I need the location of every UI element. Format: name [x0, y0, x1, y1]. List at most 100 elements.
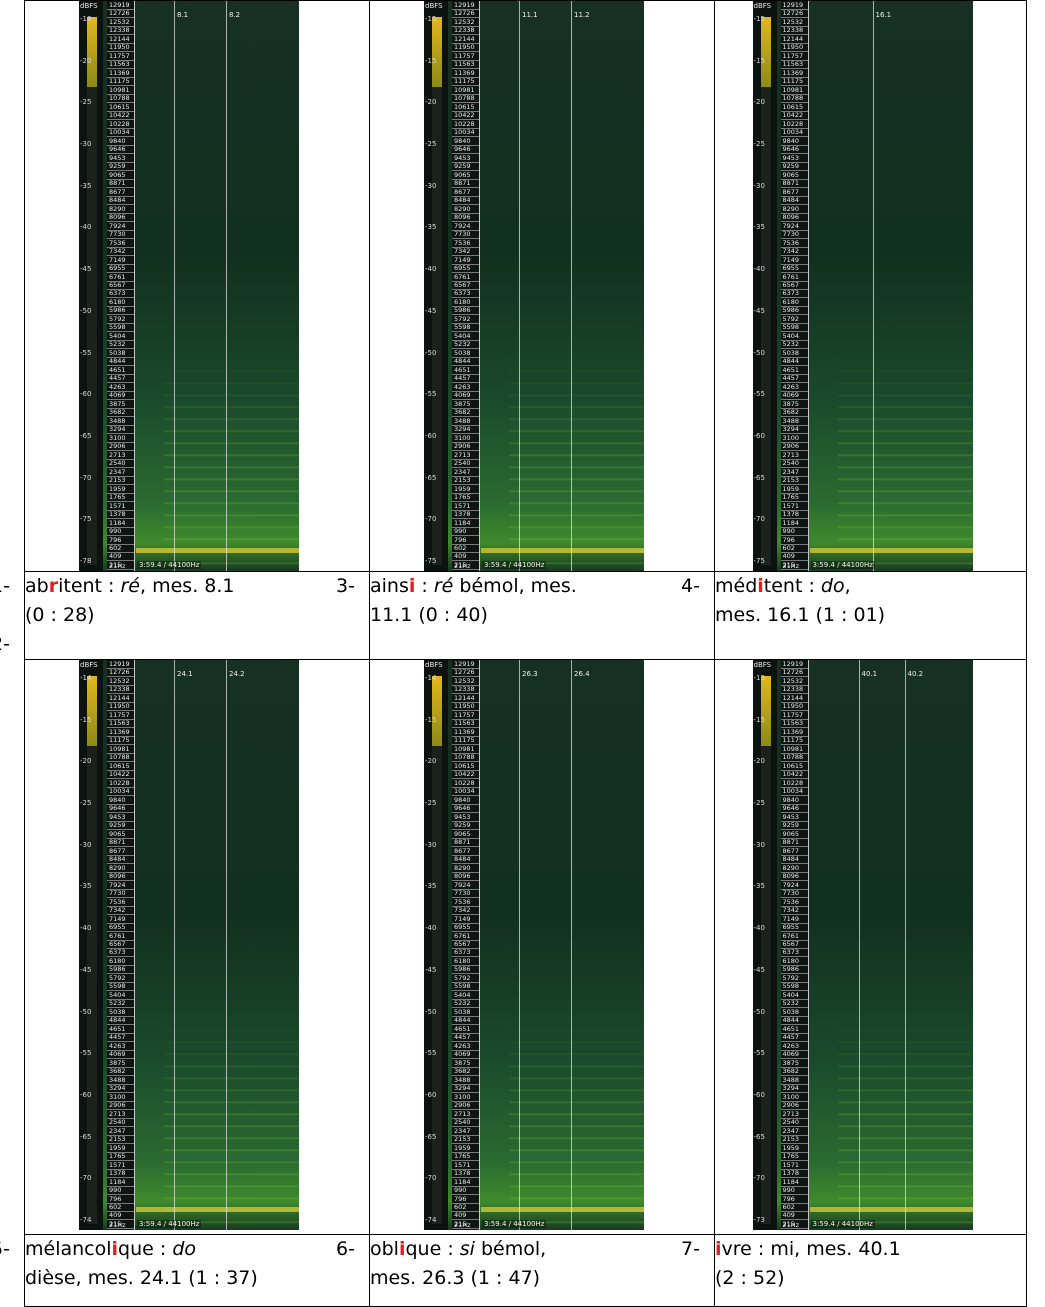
frequency-tick-label: 9453 [780, 154, 808, 163]
caption-line: 1- abritent : ré, mes. 8.1 [0, 572, 369, 601]
db-tick-label: -25 [425, 140, 437, 149]
frequency-tick-label: 3488 [780, 417, 808, 426]
frequency-tick-label: 2906 [107, 443, 134, 452]
frequency-tick-label: 1765 [780, 494, 808, 503]
db-tick-label: -35 [425, 882, 437, 891]
low-frequency-band [136, 548, 299, 553]
level-meter-track [432, 676, 442, 1224]
db-tick-label: -45 [753, 306, 765, 315]
frequency-tick-label: 11757 [780, 52, 808, 61]
spectrogram-image: dBFS -14 -15 -20 -25 -30 -35 -40 -45 -50 -55 -60 -65… [79, 660, 299, 1230]
frequency-tick-label: 5986 [780, 307, 808, 316]
frequency-tick-label: 4263 [780, 1042, 808, 1051]
highlighted-vowel: r [48, 575, 59, 597]
frequency-tick-label: 3488 [452, 1076, 479, 1085]
frequency-tick-label: 6955 [107, 924, 134, 933]
frequency-tick-label: 7342 [452, 907, 479, 916]
measure-marker-line [571, 660, 572, 1230]
dbfs-label: dBFS [753, 2, 772, 10]
frequency-tick-label: 8677 [780, 188, 808, 197]
caption-text: , [844, 575, 851, 597]
caption-text: bémol, [474, 1238, 547, 1260]
frequency-tick-label: 4651 [107, 1025, 134, 1034]
measure-marker-label: 8.1 [177, 11, 189, 19]
frequency-tick-label: 10615 [452, 762, 479, 771]
measure-marker-line [226, 660, 227, 1230]
frequency-tick-label: 990 [452, 528, 479, 537]
measure-marker-label: 11.1 [522, 11, 538, 19]
db-scale: -18 -20 -25 -30 -35 -40 -45 -50 -55 -60 -65 -70 -75 -… [79, 15, 103, 565]
frequency-tick-label: 11950 [780, 703, 808, 712]
frequency-tick-label: 5038 [107, 349, 134, 358]
frequency-tick-label: 11369 [107, 728, 134, 737]
frequency-tick-label: 11563 [452, 61, 479, 70]
frequency-tick-label: 796 [780, 536, 808, 545]
frequency-tick-label: 1765 [452, 494, 479, 503]
frequency-tick-label: 8096 [452, 873, 479, 882]
frequency-tick-label: 6180 [107, 298, 134, 307]
frequency-tick-label: 6567 [107, 281, 134, 290]
low-frequency-band [809, 548, 973, 553]
frequency-tick-label: 3488 [107, 1076, 134, 1085]
frequency-tick-label: 3875 [452, 400, 479, 409]
frequency-tick-label: 11369 [780, 69, 808, 78]
caption-word: obl [370, 1238, 399, 1260]
measure-marker-line [174, 1, 175, 571]
time-readout: 3:59.4 / 44100Hz [810, 561, 875, 569]
caption-line: 2- [0, 630, 369, 659]
frequency-tick-label: 1959 [780, 485, 808, 494]
frequency-tick-label: 10788 [107, 754, 134, 763]
frequency-tick-label: 12726 [107, 10, 134, 19]
frequency-tick-label: 5986 [107, 307, 134, 316]
frequency-tick-label: 6180 [452, 957, 479, 966]
frequency-tick-label: 4651 [780, 366, 808, 375]
db-tick-label: -15 [80, 715, 92, 724]
db-tick-label: -55 [753, 390, 765, 399]
caption-text: (2 : 52) [715, 1267, 785, 1289]
measure-marker-label: 16.1 [875, 11, 892, 19]
caption-number: 4- [681, 575, 700, 597]
frequency-tick-label: 12532 [107, 18, 134, 27]
highlighted-vowel: i [757, 575, 764, 597]
frequency-tick-label: 5404 [107, 991, 134, 1000]
frequency-tick-label: 796 [452, 1195, 479, 1204]
frequency-scale: 12919 12726 12532 12338 12144 11950 11757 11563… [107, 1, 135, 571]
frequency-tick-label: 12144 [452, 35, 479, 44]
db-tick-label: -35 [753, 882, 765, 891]
highlighted-vowel: i [715, 1238, 722, 1260]
frequency-tick-label: 5792 [780, 974, 808, 983]
frequency-tick-label: 10981 [452, 86, 479, 95]
frequency-tick-label: 11950 [452, 44, 479, 53]
frequency-labels: 12919 12726 12532 12338 12144 11950 11757 11563… [452, 1, 479, 571]
frequency-tick-label: 12532 [452, 18, 479, 27]
caption-text: mes. 26.3 (1 : 47) [370, 1267, 541, 1289]
frequency-tick-label: 10788 [780, 754, 808, 763]
frequency-tick-label: 11175 [107, 78, 134, 87]
frequency-labels: 12919 12726 12532 12338 12144 11950 11757 11563… [780, 1, 808, 571]
frequency-tick-label: 4844 [452, 1017, 479, 1026]
frequency-tick-label: 2347 [107, 1127, 134, 1136]
frequency-tick-label: 11757 [107, 711, 134, 720]
frequency-tick-label: 10228 [107, 120, 134, 129]
frequency-tick-label: 11563 [452, 720, 479, 729]
frequency-tick-label: 4844 [780, 358, 808, 367]
frequency-tick-label: 10981 [107, 745, 134, 754]
caption-line: 5- mélancolique : do [0, 1235, 369, 1264]
db-tick-label: -70 [753, 515, 765, 524]
frequency-scale: 12919 12726 12532 12338 12144 11950 11757 11563… [452, 660, 480, 1230]
caption-text: mes. 16.1 (1 : 01) [715, 604, 886, 626]
measure-marker-label: 26.3 [522, 670, 538, 678]
frequency-tick-label: 3100 [452, 434, 479, 443]
highlighted-vowel: i [408, 575, 416, 597]
frequency-tick-label: 2713 [780, 451, 808, 460]
frequency-tick-label: 9646 [107, 805, 134, 814]
dbfs-label: dBFS [80, 2, 98, 10]
frequency-tick-label: 5986 [780, 966, 808, 975]
frequency-tick-label: 12919 [107, 2, 134, 10]
frequency-tick-label: 1378 [452, 1170, 479, 1179]
frequency-tick-label: 11175 [452, 737, 479, 746]
frequency-tick-label: 12726 [780, 10, 808, 19]
frequency-tick-label: 7149 [452, 915, 479, 924]
frequency-tick-label: 6955 [780, 924, 808, 933]
caption-line: mes. 26.3 (1 : 47) [370, 1264, 714, 1293]
